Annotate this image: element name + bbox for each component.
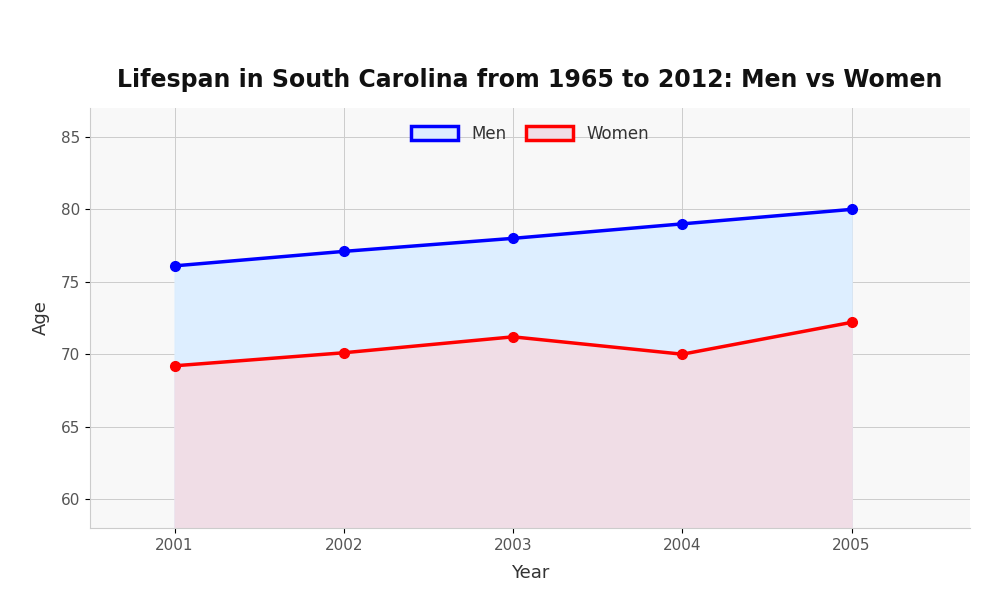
X-axis label: Year: Year <box>511 564 549 582</box>
Title: Lifespan in South Carolina from 1965 to 2012: Men vs Women: Lifespan in South Carolina from 1965 to … <box>117 68 943 92</box>
Y-axis label: Age: Age <box>32 301 50 335</box>
Legend: Men, Women: Men, Women <box>403 116 657 151</box>
